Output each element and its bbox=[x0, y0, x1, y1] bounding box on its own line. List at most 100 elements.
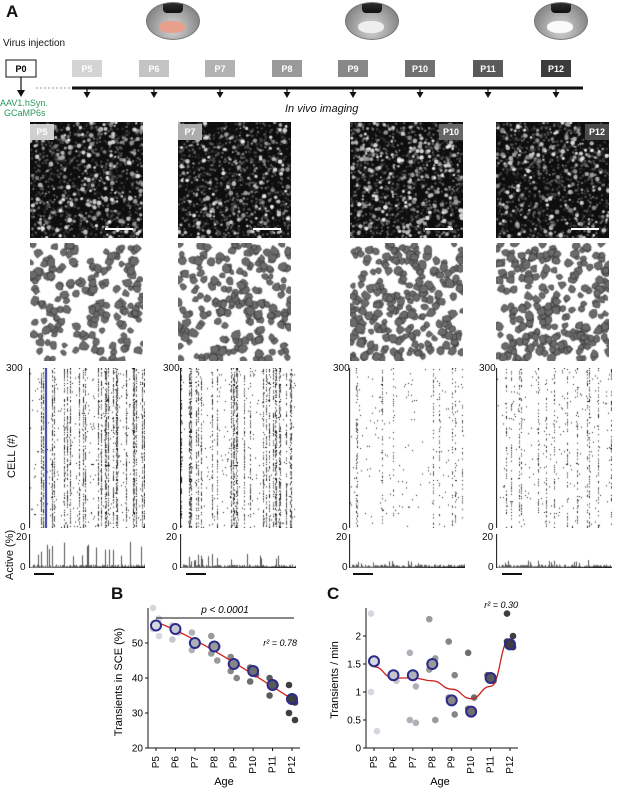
chart-c: 0 0.5 1 1.5 2 P5 P6 P7 P8 P9 P10 P11 P12 r² = 0.30 Tra… bbox=[329, 600, 518, 788]
activity-ymax-p5: 20 bbox=[16, 532, 28, 543]
mean-marker bbox=[465, 705, 478, 718]
chart-b-ylabel: Transients in SCE (%) bbox=[113, 628, 125, 736]
data-point bbox=[149, 604, 157, 612]
data-point bbox=[155, 632, 163, 640]
activity-ymax-p10: 20 bbox=[336, 532, 348, 543]
data-point bbox=[425, 615, 433, 623]
timeline: P0 P5 P6 P7 P8 P9 P10 P11 P12 bbox=[5, 59, 583, 98]
calcium-image-p5: P5 bbox=[30, 122, 143, 238]
y-tick-label: 2 bbox=[355, 632, 361, 643]
mean-marker bbox=[208, 640, 221, 653]
mean-marker bbox=[406, 669, 419, 682]
day-label-p5: P5 bbox=[81, 64, 92, 74]
pup-photo-p9 bbox=[345, 2, 399, 40]
age-tag-p12: P12 bbox=[585, 124, 609, 140]
data-point bbox=[169, 636, 176, 643]
injection-day-label: P0 bbox=[15, 64, 26, 74]
arrow-down-icon bbox=[150, 92, 158, 98]
calcium-image-p7: P7 bbox=[178, 122, 291, 238]
data-point bbox=[509, 632, 517, 640]
data-point bbox=[451, 711, 459, 718]
arrow-down-icon bbox=[552, 92, 560, 98]
y-tick-label: 1 bbox=[355, 688, 361, 699]
data-point bbox=[451, 671, 459, 679]
y-tick-label: 20 bbox=[132, 744, 144, 755]
data-point bbox=[367, 610, 375, 617]
data-point bbox=[246, 678, 254, 685]
raster-ymin-p7: 0 bbox=[172, 522, 178, 533]
day-label-p11: P11 bbox=[480, 64, 496, 74]
data-point bbox=[412, 683, 420, 690]
data-point bbox=[406, 649, 414, 657]
raster-ymax-p5: 300 bbox=[6, 363, 23, 374]
activity-trace-p5 bbox=[29, 534, 145, 568]
data-point bbox=[213, 657, 221, 664]
day-label-p9: P9 bbox=[347, 64, 358, 74]
day-label-p8: P8 bbox=[281, 64, 292, 74]
roi-map-p7 bbox=[178, 243, 291, 361]
calcium-image-p10: P10 bbox=[350, 122, 463, 238]
data-point bbox=[431, 716, 439, 724]
chart-c-xlabel: Age bbox=[430, 776, 450, 788]
data-point bbox=[373, 727, 381, 735]
arrow-down-icon bbox=[484, 92, 492, 98]
pup-icon bbox=[159, 21, 185, 33]
x-tick-label: P11 bbox=[486, 756, 497, 773]
roi-map-p10 bbox=[350, 243, 463, 361]
data-point bbox=[291, 716, 299, 724]
data-point bbox=[406, 716, 414, 724]
raster-plot-p12 bbox=[496, 368, 612, 528]
x-tick-label: P6 bbox=[388, 756, 399, 769]
chart-b-xlabel: Age bbox=[214, 776, 234, 788]
x-tick-label: P7 bbox=[190, 756, 201, 769]
microscope-objective-icon bbox=[163, 3, 183, 13]
day-label-p12: P12 bbox=[548, 64, 564, 74]
arrow-down-icon bbox=[349, 92, 357, 98]
raster-ymin-p12: 0 bbox=[488, 522, 494, 533]
raster-plot-p10 bbox=[349, 368, 465, 528]
mean-marker bbox=[504, 638, 516, 651]
data-point bbox=[445, 638, 453, 645]
activity-ymin-p10: 0 bbox=[342, 562, 348, 573]
activity-trace-p12 bbox=[496, 534, 612, 568]
x-tick-label: P12 bbox=[287, 756, 298, 774]
activity-ylabel: Active (%) bbox=[4, 529, 16, 580]
raster-ymax-p10: 300 bbox=[333, 363, 350, 374]
time-scale-bar bbox=[353, 573, 373, 575]
virus-injection-label: Virus injection bbox=[3, 38, 66, 49]
r2-annotation: r² = 0.30 bbox=[484, 600, 518, 610]
construct-line2: GCaMP6s bbox=[4, 108, 46, 118]
chart-c-ylabel: Transients / min bbox=[329, 641, 341, 719]
activity-trace-p10 bbox=[349, 534, 465, 568]
day-box-p10 bbox=[405, 60, 435, 77]
pup-icon bbox=[547, 21, 573, 33]
day-box-p11 bbox=[473, 60, 503, 77]
x-tick-label: P12 bbox=[505, 756, 516, 774]
raster-ylabel: CELL (#) bbox=[6, 434, 18, 478]
data-point bbox=[367, 688, 375, 696]
data-point bbox=[233, 674, 241, 682]
p-value-annotation: p < 0.0001 bbox=[200, 605, 249, 616]
panel-b-label: B bbox=[111, 584, 124, 603]
arrow-down-icon bbox=[216, 92, 224, 98]
x-tick-label: P8 bbox=[427, 756, 438, 769]
mean-marker bbox=[188, 637, 201, 649]
data-point bbox=[412, 719, 420, 727]
mean-marker bbox=[266, 679, 279, 691]
scale-bar bbox=[425, 228, 453, 230]
scale-bar bbox=[571, 228, 599, 230]
data-point bbox=[464, 649, 472, 657]
y-tick-label: 30 bbox=[132, 709, 144, 720]
pup-photo-p12 bbox=[534, 2, 588, 40]
time-scale-bar bbox=[502, 573, 522, 575]
activity-ymax-p12: 20 bbox=[482, 532, 494, 543]
activity-ymin-p5: 0 bbox=[20, 562, 26, 573]
mean-marker bbox=[227, 658, 240, 670]
y-tick-label: 0 bbox=[355, 744, 361, 755]
data-point bbox=[188, 629, 196, 636]
x-tick-label: P10 bbox=[466, 756, 477, 774]
arrow-down-icon bbox=[283, 92, 291, 98]
pup-icon bbox=[358, 21, 384, 33]
x-tick-label: P9 bbox=[447, 756, 458, 769]
day-box-p9 bbox=[338, 60, 368, 77]
